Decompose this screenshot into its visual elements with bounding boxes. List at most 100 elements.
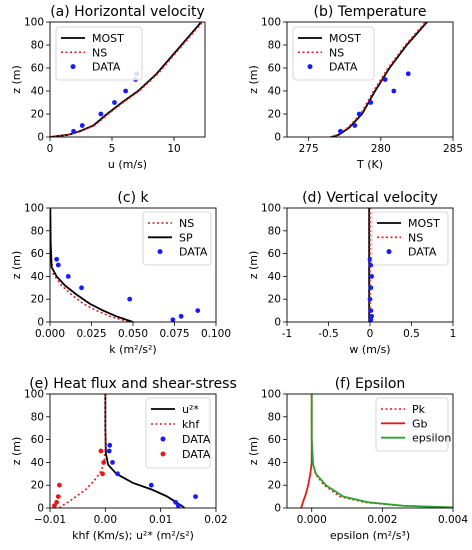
x-tick-label: 0.000 <box>297 514 327 526</box>
data-point <box>178 313 184 319</box>
plot-area <box>52 394 198 508</box>
series-line <box>50 208 134 322</box>
legend-label: DATA <box>179 246 208 259</box>
legend-label: NS <box>408 231 423 244</box>
legend-label: DATA <box>182 433 211 446</box>
series-line <box>50 208 129 322</box>
legend-label: DATA <box>92 61 121 74</box>
y-tick-label: 100 <box>261 17 281 29</box>
x-tick-label: 0 <box>367 328 374 340</box>
data-point <box>54 256 60 262</box>
x-tick-label: 0.025 <box>76 328 106 340</box>
legend-label: Pk <box>412 403 426 416</box>
data-point <box>79 285 84 291</box>
y-axis-label: z (m) <box>10 437 23 466</box>
x-tick-label: 0.075 <box>159 328 189 340</box>
legend-label: MOST <box>92 32 124 45</box>
data-point <box>55 494 61 499</box>
legend-marker <box>160 451 166 457</box>
y-tick-label: 60 <box>31 434 44 446</box>
data-point <box>98 111 104 117</box>
panel-6: (f) Epsilon 0.000 0.002 0.004 0 20 40 60 80 100 ep… <box>247 376 468 542</box>
panel-3: (c) k 0.000 0.025 0.050 0.075 0.100 0 20 40 60 80 1… <box>10 190 231 356</box>
y-tick-label: 100 <box>24 203 44 215</box>
data-point <box>170 317 176 322</box>
y-tick-label: 80 <box>31 225 44 237</box>
data-point <box>112 100 117 105</box>
x-axis-label: epsilon (m²/s³) <box>330 529 410 542</box>
y-tick-label: 80 <box>268 40 281 52</box>
y-tick-label: 0 <box>274 317 281 329</box>
x-tick-label: 0.02 <box>204 514 227 526</box>
panel-4: (d) Vertical velocity -1 -0.5 0 0.5 1 0 20 40 60 8… <box>247 190 456 356</box>
data-point <box>369 274 375 279</box>
y-tick-label: 0 <box>37 132 44 144</box>
plot-frame <box>286 393 454 509</box>
data-point <box>368 100 374 105</box>
y-tick-label: 20 <box>268 480 281 492</box>
legend-label: epsilon <box>412 432 451 445</box>
y-tick-label: 40 <box>31 271 44 283</box>
x-tick-label: 0.000 <box>35 328 65 340</box>
panel-title: (e) Heat flux and shear-stress <box>29 376 237 392</box>
legend-label: NS <box>329 46 344 59</box>
legend-marker <box>307 64 313 70</box>
y-tick-label: 100 <box>24 17 44 29</box>
y-tick-label: 0 <box>274 503 281 515</box>
plot-area <box>330 22 428 137</box>
data-point <box>65 274 71 279</box>
y-tick-label: 40 <box>268 457 281 469</box>
x-tick-label: 0.100 <box>201 328 231 340</box>
plot-area <box>367 208 375 322</box>
y-tick-label: 0 <box>274 132 281 144</box>
x-tick-label: 275 <box>299 143 319 155</box>
data-point <box>382 77 388 82</box>
x-axis-label: u (m/s) <box>108 158 147 171</box>
y-tick-label: 100 <box>261 389 281 401</box>
data-point <box>193 494 198 499</box>
x-tick-label: 10 <box>167 143 180 155</box>
data-point <box>175 503 181 508</box>
data-point <box>369 313 375 319</box>
data-point <box>107 442 113 448</box>
y-tick-label: 60 <box>268 248 281 260</box>
plot-frame <box>49 21 206 138</box>
y-tick-label: 80 <box>268 225 281 237</box>
y-tick-label: 20 <box>268 109 281 121</box>
y-tick-label: 40 <box>31 86 44 98</box>
series-line <box>58 394 107 508</box>
data-point <box>368 285 374 291</box>
y-axis-label: z (m) <box>10 251 23 280</box>
data-point <box>173 499 179 505</box>
y-tick-label: 40 <box>268 271 281 283</box>
y-tick-label: 40 <box>268 86 281 98</box>
x-axis-label: khf (Km/s); u²* (m²/s²) <box>72 529 194 542</box>
panel-title: (f) Epsilon <box>335 376 406 392</box>
y-tick-label: 60 <box>268 434 281 446</box>
y-tick-label: 60 <box>31 248 44 260</box>
data-point <box>123 88 129 94</box>
legend-box <box>55 26 143 81</box>
y-tick-label: 100 <box>24 389 44 401</box>
data-point <box>338 128 343 134</box>
panel-title: (b) Temperature <box>314 4 427 20</box>
legend-label: NS <box>92 46 107 59</box>
y-tick-label: 80 <box>268 411 281 423</box>
legend-label: SP <box>179 231 193 244</box>
y-tick-label: 80 <box>31 40 44 52</box>
data-point <box>195 308 201 313</box>
plot-frame <box>49 393 217 509</box>
data-point <box>356 111 362 117</box>
legend-label: DATA <box>408 246 437 259</box>
data-point <box>52 503 57 508</box>
x-axis-label: k (m²/s²) <box>109 343 156 356</box>
y-tick-label: 100 <box>261 203 281 215</box>
data-point <box>367 296 373 302</box>
legend-label: khf <box>182 418 200 431</box>
x-tick-label: 0.050 <box>118 328 148 340</box>
legend-label: u²* <box>182 403 199 416</box>
y-tick-label: 80 <box>31 411 44 423</box>
